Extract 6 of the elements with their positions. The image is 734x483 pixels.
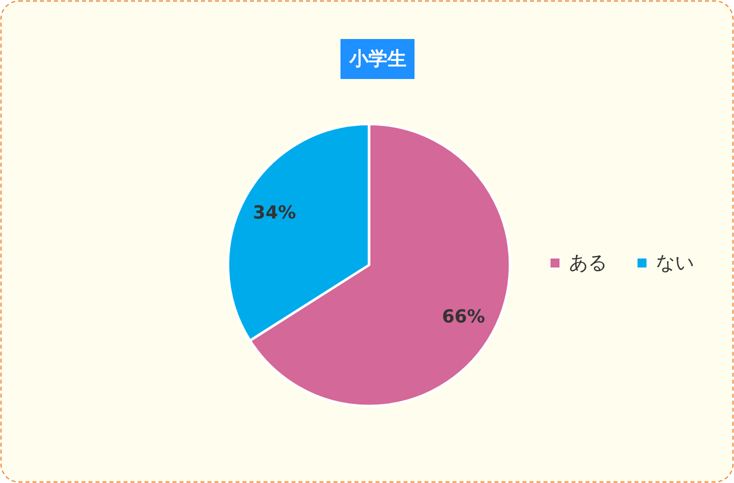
legend-label: ない <box>656 252 694 274</box>
data-label: 66% <box>442 306 486 328</box>
legend-label: ある <box>569 252 607 274</box>
data-label: 34% <box>252 202 296 224</box>
chart-title: 小学生 <box>348 48 406 70</box>
title: 小学生 <box>340 39 414 79</box>
